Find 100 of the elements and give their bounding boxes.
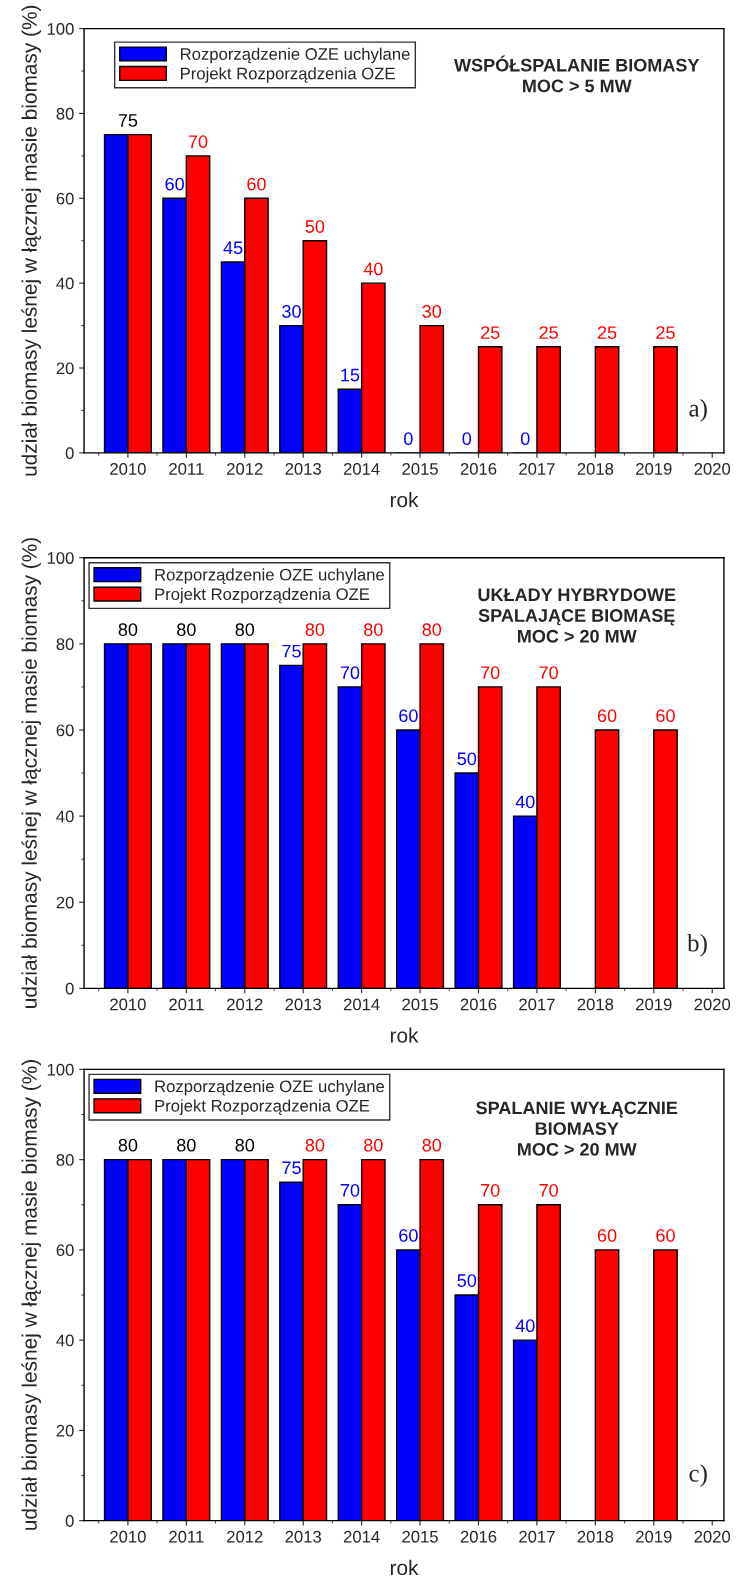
data-label: 70 (481, 1183, 500, 1197)
data-label: 40 (515, 795, 535, 809)
data-label: 80 (364, 1138, 383, 1152)
annotation: a) (689, 399, 707, 422)
x-tick-label: 2016 (460, 463, 497, 475)
data-label: 25 (481, 326, 500, 339)
data-label: 80 (422, 623, 442, 636)
data-label: 60 (399, 1229, 418, 1242)
y-tick-label: 0 (65, 447, 74, 460)
x-tick-label: 2017 (519, 463, 555, 475)
data-label: 40 (363, 262, 383, 276)
data-label: 70 (539, 1183, 558, 1197)
annotation: 80 (235, 623, 255, 636)
data-label: 25 (539, 326, 558, 339)
x-tick-label: 2015 (402, 1530, 438, 1543)
data-label: 15 (341, 368, 360, 382)
x-tick-label: 2018 (577, 998, 614, 1011)
annotation: c) (689, 1464, 707, 1487)
y-tick-label: 100 (47, 23, 74, 35)
data-label: 25 (656, 326, 675, 339)
x-tick-label: 2013 (285, 463, 321, 475)
x-tick-label: 2018 (577, 1530, 614, 1543)
y-axis-title: udział biomasy leśnej w łącznej masie biomasy (%) (21, 1060, 41, 1530)
y-tick-label: 60 (56, 724, 74, 737)
x-tick-label: 2019 (636, 1530, 672, 1543)
data-label: 45 (223, 241, 243, 255)
annotation: 75 (118, 114, 138, 127)
data-label: 60 (165, 177, 184, 191)
x-tick-label: 2016 (460, 1530, 497, 1543)
y-tick-label: 0 (65, 982, 74, 995)
x-tick-label: 2018 (577, 463, 614, 475)
data-label: 50 (305, 220, 325, 233)
x-tick-label: 2011 (169, 463, 204, 475)
annotation: 80 (235, 1138, 255, 1152)
x-tick-label: 2013 (285, 1530, 321, 1543)
y-tick-label: 80 (56, 107, 74, 120)
data-label: 60 (656, 709, 675, 723)
y-tick-label: 20 (56, 1424, 74, 1437)
data-label: 70 (340, 666, 360, 680)
x-axis-title: rok (390, 1027, 419, 1043)
data-label: 50 (457, 752, 477, 766)
legend-label: Rozporządzenie OZE uchylane (155, 1079, 385, 1096)
x-tick-label: 2012 (227, 463, 263, 475)
y-tick-label: 100 (47, 1063, 74, 1076)
y-tick-label: 0 (65, 1515, 74, 1527)
x-tick-label: 2010 (110, 998, 146, 1011)
y-tick-label: 100 (47, 552, 74, 564)
data-label: 50 (457, 1274, 477, 1287)
y-tick-label: 60 (56, 192, 74, 205)
x-tick-label: 2012 (227, 998, 263, 1011)
data-label: 30 (282, 304, 301, 318)
data-label: 25 (597, 326, 617, 339)
data-label: 80 (305, 1138, 325, 1152)
data-label: 60 (656, 1229, 675, 1242)
legend-label: Projekt Rozporządzenia OZE (155, 1099, 370, 1116)
x-tick-label: 2014 (343, 998, 380, 1011)
x-tick-label: 2016 (460, 998, 497, 1011)
data-label: 30 (422, 304, 442, 318)
x-axis-title: rok (390, 492, 419, 508)
x-tick-label: 2015 (402, 998, 438, 1011)
x-tick-label: 2020 (694, 463, 731, 475)
y-tick-label: 20 (56, 362, 74, 375)
text: UKŁADY HYBRYDOWE SPALAJĄCE BIOMASĘ MOC > 20 MW (478, 588, 676, 643)
data-label: 0 (520, 432, 530, 446)
x-tick-label: 2012 (227, 1530, 263, 1543)
data-label: 75 (282, 1161, 301, 1175)
y-tick-label: 60 (56, 1244, 74, 1257)
data-label: 75 (282, 644, 301, 658)
y-tick-label: 20 (56, 896, 74, 909)
x-tick-label: 2014 (343, 463, 380, 475)
x-axis-title: rok (390, 1559, 419, 1576)
data-label: 60 (597, 1229, 617, 1242)
annotation: 80 (177, 1138, 196, 1152)
y-axis-title: udział biomasy leśnej w łącznej masie biomasy (%) (21, 5, 41, 476)
x-tick-label: 2015 (402, 463, 438, 475)
text: WSPÓŁSPALANIE BIOMASY MOC > 5 MW (454, 55, 700, 93)
y-tick-label: 80 (56, 638, 74, 651)
data-label: 70 (481, 666, 500, 680)
x-tick-label: 2019 (636, 998, 672, 1011)
x-tick-label: 2010 (110, 463, 146, 475)
x-tick-label: 2013 (285, 998, 321, 1011)
data-label: 60 (399, 709, 418, 723)
data-label: 70 (539, 666, 558, 680)
y-tick-label: 40 (56, 810, 74, 823)
x-tick-label: 2011 (169, 998, 204, 1011)
y-tick-label: 80 (56, 1154, 74, 1166)
data-label: 0 (404, 432, 413, 446)
text: SPALANIE WYŁĄCZNIE BIOMASY MOC > 20 MW (476, 1101, 678, 1156)
data-label: 40 (515, 1319, 535, 1333)
x-tick-label: 2019 (636, 463, 672, 475)
x-tick-label: 2010 (110, 1530, 146, 1543)
annotation: 80 (118, 623, 138, 636)
y-axis-title: udział biomasy leśnej w łącznej masie biomasy (%) (21, 538, 41, 1008)
x-tick-label: 2020 (694, 998, 731, 1011)
data-label: 80 (422, 1138, 442, 1152)
x-tick-label: 2017 (519, 1530, 555, 1543)
x-tick-label: 2020 (694, 1530, 731, 1543)
y-tick-label: 40 (56, 277, 74, 290)
data-label: 80 (305, 623, 325, 636)
x-tick-label: 2011 (169, 1530, 204, 1543)
